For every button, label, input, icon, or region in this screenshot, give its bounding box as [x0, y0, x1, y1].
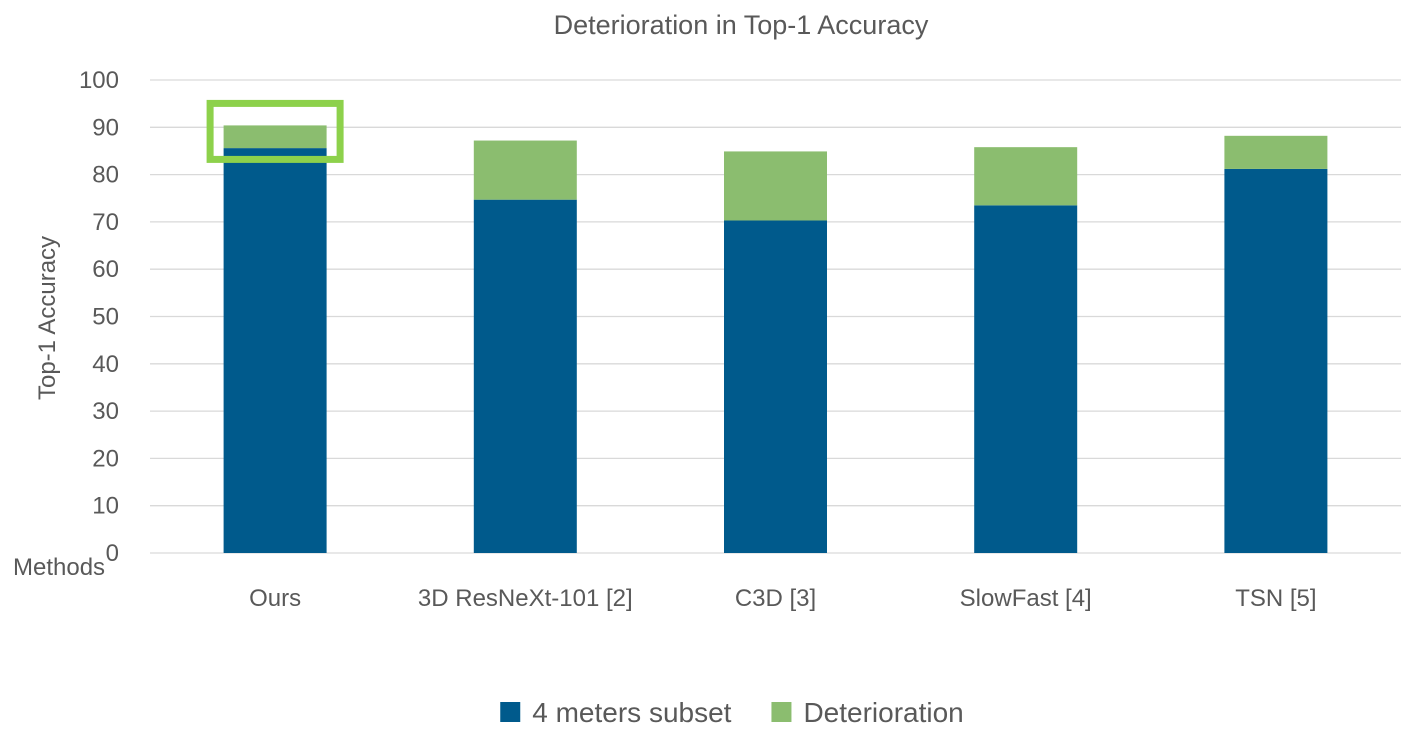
y-tick-label: 80 — [92, 162, 119, 189]
bar-segment — [974, 147, 1078, 206]
legend-swatch — [500, 702, 521, 722]
bar-segment — [1224, 168, 1328, 553]
bar-segment — [473, 199, 577, 553]
highlight-box — [206, 99, 344, 163]
y-tick-label: 0 — [106, 540, 119, 567]
bar-segment — [223, 148, 327, 553]
y-tick-label: 50 — [92, 304, 119, 331]
bar-segment — [724, 151, 827, 221]
x-tick-label: C3D [3] — [735, 585, 816, 612]
y-tick-label: 70 — [92, 209, 119, 236]
legend-label: 4 meters subset — [532, 697, 731, 728]
y-tick-label: 30 — [92, 398, 119, 425]
highlight — [206, 99, 344, 163]
x-tick-labels: Ours 3D ResNeXt-101 [2] C3D [3] SlowFast [4… — [249, 585, 1316, 612]
y-tick-label: 40 — [92, 351, 119, 378]
y-tick-labels: 0 10 20 30 40 50 60 70 80 90 100 — [79, 67, 119, 567]
x-tick-label: 3D ResNeXt-101 [2] — [418, 585, 633, 612]
y-tick-label: 20 — [92, 445, 119, 472]
x-tick-label: SlowFast [4] — [960, 585, 1092, 612]
x-tick-label: TSN [5] — [1235, 585, 1316, 612]
y-axis-label: Top-1 Accuracy — [34, 236, 61, 400]
bar-segment — [974, 205, 1078, 553]
x-tick-label: Ours — [249, 585, 301, 612]
bar-segment — [1224, 135, 1328, 169]
y-tick-label: 90 — [92, 114, 119, 141]
x-axis-label: Methods — [13, 554, 105, 581]
y-tick-label: 100 — [79, 67, 119, 94]
bar-segment — [223, 125, 327, 149]
bar-segment — [473, 140, 577, 200]
y-tick-label: 10 — [92, 493, 119, 520]
chart-title: Deterioration in Top-1 Accuracy — [554, 10, 929, 40]
legend-swatch — [771, 702, 792, 722]
legend: 4 meters subset Deterioration — [500, 697, 964, 728]
bars — [223, 125, 1328, 553]
legend-label: Deterioration — [803, 697, 963, 728]
bar-segment — [724, 220, 827, 553]
y-tick-label: 60 — [92, 256, 119, 283]
